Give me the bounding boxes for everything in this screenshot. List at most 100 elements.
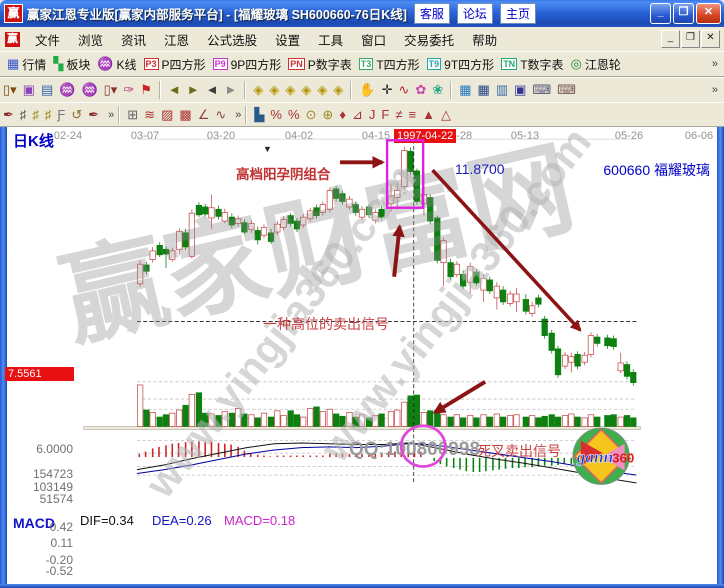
kline-chart[interactable] xyxy=(0,127,724,588)
toolbar-overflow-icon[interactable]: » xyxy=(235,108,242,121)
nav-tool-3-2[interactable]: ∿ xyxy=(398,82,410,97)
draw-tool-0-1[interactable]: ♯ xyxy=(19,106,27,122)
draw-tool-2-9[interactable]: ≠ xyxy=(395,106,403,122)
nav-tool-3-4[interactable]: ❀ xyxy=(432,82,444,97)
P数字表-icon: PN xyxy=(288,58,305,70)
toolbar-overflow-icon[interactable]: » xyxy=(108,108,115,121)
draw-tool-2-6[interactable]: ⊿ xyxy=(351,106,363,122)
nav-tool-4-3[interactable]: ▣ xyxy=(514,82,527,97)
menu-item-窗口[interactable]: 窗口 xyxy=(361,33,387,48)
draw-tool-2-0[interactable]: ▙ xyxy=(254,106,265,122)
titlebar-button-论坛[interactable]: 论坛 xyxy=(456,3,493,24)
toolbar-label: 江恩轮 xyxy=(584,57,621,72)
mdi-minimize-button[interactable]: _ xyxy=(661,30,680,48)
toolbar-overflow-icon[interactable]: » xyxy=(711,58,718,70)
toolbar-button-行情[interactable]: ▦ 行情 xyxy=(7,56,46,73)
menu-item-公式选股[interactable]: 公式选股 xyxy=(207,33,258,48)
menu-bar: 赢 文件 浏览 资讯 江恩 公式选股 设置 工具 窗口 交易委托 帮助 _ ❐ ✕ xyxy=(0,27,724,52)
mdi-restore-button[interactable]: ❐ xyxy=(681,30,700,48)
板块-icon: ▚ xyxy=(53,56,64,71)
app-logo-icon: 赢 xyxy=(4,4,23,23)
draw-tool-0-4[interactable]: Ƒ xyxy=(57,106,66,122)
nav-tool-0-0[interactable]: ▯▾ xyxy=(3,82,17,97)
nav-tool-1-3[interactable]: ► xyxy=(224,82,238,97)
menu-item-帮助[interactable]: 帮助 xyxy=(472,33,498,48)
draw-tool-1-3[interactable]: ▩ xyxy=(179,106,192,122)
nav-tool-0-4[interactable]: ♒ xyxy=(81,82,98,97)
draw-tool-2-4[interactable]: ⊕ xyxy=(322,106,334,122)
chart-area[interactable] xyxy=(0,127,724,584)
draw-tool-2-3[interactable]: ⊙ xyxy=(305,106,317,122)
toolbar-button-P四方形[interactable]: P3 P四方形 xyxy=(143,56,206,73)
draw-tool-2-11[interactable]: ▲ xyxy=(422,106,435,122)
draw-tool-2-5[interactable]: ♦ xyxy=(339,106,346,122)
draw-tool-1-0[interactable]: ⊞ xyxy=(127,106,139,122)
draw-tool-2-12[interactable]: △ xyxy=(440,106,451,122)
nav-tool-1-1[interactable]: ► xyxy=(186,82,200,97)
nav-tool-0-5[interactable]: ▯▾ xyxy=(103,82,118,97)
draw-tool-0-6[interactable]: ✒ xyxy=(88,106,100,122)
left-window-edge xyxy=(0,127,7,588)
nav-tool-0-3[interactable]: ♒ xyxy=(59,82,76,97)
nav-tool-3-3[interactable]: ✿ xyxy=(415,82,427,97)
draw-tool-2-7[interactable]: J xyxy=(368,106,376,122)
menu-item-交易委托[interactable]: 交易委托 xyxy=(404,33,455,48)
nav-tool-4-0[interactable]: ▦ xyxy=(459,82,472,97)
draw-tool-1-4[interactable]: ∠ xyxy=(197,106,210,122)
menu-item-江恩[interactable]: 江恩 xyxy=(164,33,190,48)
draw-tool-1-1[interactable]: ≋ xyxy=(144,106,156,122)
nav-tool-2-1[interactable]: ◈ xyxy=(269,82,280,97)
title-bar[interactable]: 赢 赢家江恩专业版[赢家内部服务平台] - [福耀玻璃 SH600660-76日… xyxy=(0,0,724,27)
nav-tool-4-1[interactable]: ▦ xyxy=(477,82,490,97)
toolbar-button-9T四方形[interactable]: T9 9T四方形 xyxy=(426,56,494,73)
toolbar-button-K线[interactable]: ♒ K线 xyxy=(97,56,136,73)
toolbar-overflow-icon[interactable]: » xyxy=(711,84,718,96)
window-minimize-button[interactable]: _ xyxy=(650,3,671,24)
nav-tool-0-1[interactable]: ▣ xyxy=(22,82,35,97)
draw-tool-0-2[interactable]: ♯ xyxy=(32,106,39,122)
nav-tool-2-3[interactable]: ◈ xyxy=(301,82,312,97)
nav-tool-3-0[interactable]: ✋ xyxy=(359,82,376,97)
toolbar-button-板块[interactable]: ▚ 板块 xyxy=(53,56,90,73)
draw-tool-0-5[interactable]: ↺ xyxy=(71,106,83,122)
nav-tool-4-4[interactable]: ⌨ xyxy=(532,82,552,97)
mdi-close-button[interactable]: ✕ xyxy=(701,30,720,48)
nav-tool-3-1[interactable]: ✛ xyxy=(381,82,393,97)
titlebar-button-客服[interactable]: 客服 xyxy=(413,3,450,24)
nav-tool-4-2[interactable]: ▥ xyxy=(495,82,509,97)
toolbar-label: P四方形 xyxy=(161,57,206,72)
window-maximize-button[interactable]: ❐ xyxy=(673,3,694,24)
nav-tool-0-6[interactable]: ✑ xyxy=(123,82,135,97)
draw-tool-2-8[interactable]: F xyxy=(381,106,390,122)
menu-item-文件[interactable]: 文件 xyxy=(35,33,61,48)
nav-tool-1-0[interactable]: ◄ xyxy=(167,82,181,97)
nav-tool-0-7[interactable]: ⚑ xyxy=(140,82,152,97)
toolbar-button-9P四方形[interactable]: P9 9P四方形 xyxy=(212,56,281,73)
draw-tool-2-10[interactable]: ≡ xyxy=(408,106,417,122)
draw-tool-0-0[interactable]: ✒ xyxy=(3,106,14,122)
menu-item-浏览[interactable]: 浏览 xyxy=(78,33,104,48)
draw-tool-1-2[interactable]: ▨ xyxy=(161,106,174,122)
T数字表-icon: TN xyxy=(501,58,518,70)
titlebar-button-主页[interactable]: 主页 xyxy=(499,3,536,24)
draw-tool-2-2[interactable]: % xyxy=(287,106,300,122)
nav-tool-2-5[interactable]: ◈ xyxy=(333,82,344,97)
nav-tool-4-5[interactable]: ⌨ xyxy=(557,82,576,97)
toolbar-button-T数字表[interactable]: TN T数字表 xyxy=(501,56,564,73)
nav-tool-0-2[interactable]: ▤ xyxy=(40,82,54,97)
nav-tool-2-0[interactable]: ◈ xyxy=(253,82,264,97)
draw-tool-2-1[interactable]: % xyxy=(270,106,282,122)
toolbar-button-P数字表[interactable]: PN P数字表 xyxy=(288,56,352,73)
draw-tool-1-5[interactable]: ∿ xyxy=(215,106,227,122)
toolbar-button-江恩轮[interactable]: ◎ 江恩轮 xyxy=(571,56,621,73)
draw-tool-0-3[interactable]: ♯ xyxy=(44,106,52,122)
toolbar-separator xyxy=(118,105,121,124)
nav-tool-2-4[interactable]: ◈ xyxy=(317,82,328,97)
window-close-button[interactable]: ✕ xyxy=(696,3,721,24)
nav-tool-2-2[interactable]: ◈ xyxy=(285,82,296,97)
menu-item-设置[interactable]: 设置 xyxy=(275,33,301,48)
nav-tool-1-2[interactable]: ◄ xyxy=(205,82,219,97)
menu-item-资讯[interactable]: 资讯 xyxy=(121,33,147,48)
toolbar-button-T四方形[interactable]: T3 T四方形 xyxy=(358,56,420,73)
menu-item-工具[interactable]: 工具 xyxy=(318,33,344,48)
